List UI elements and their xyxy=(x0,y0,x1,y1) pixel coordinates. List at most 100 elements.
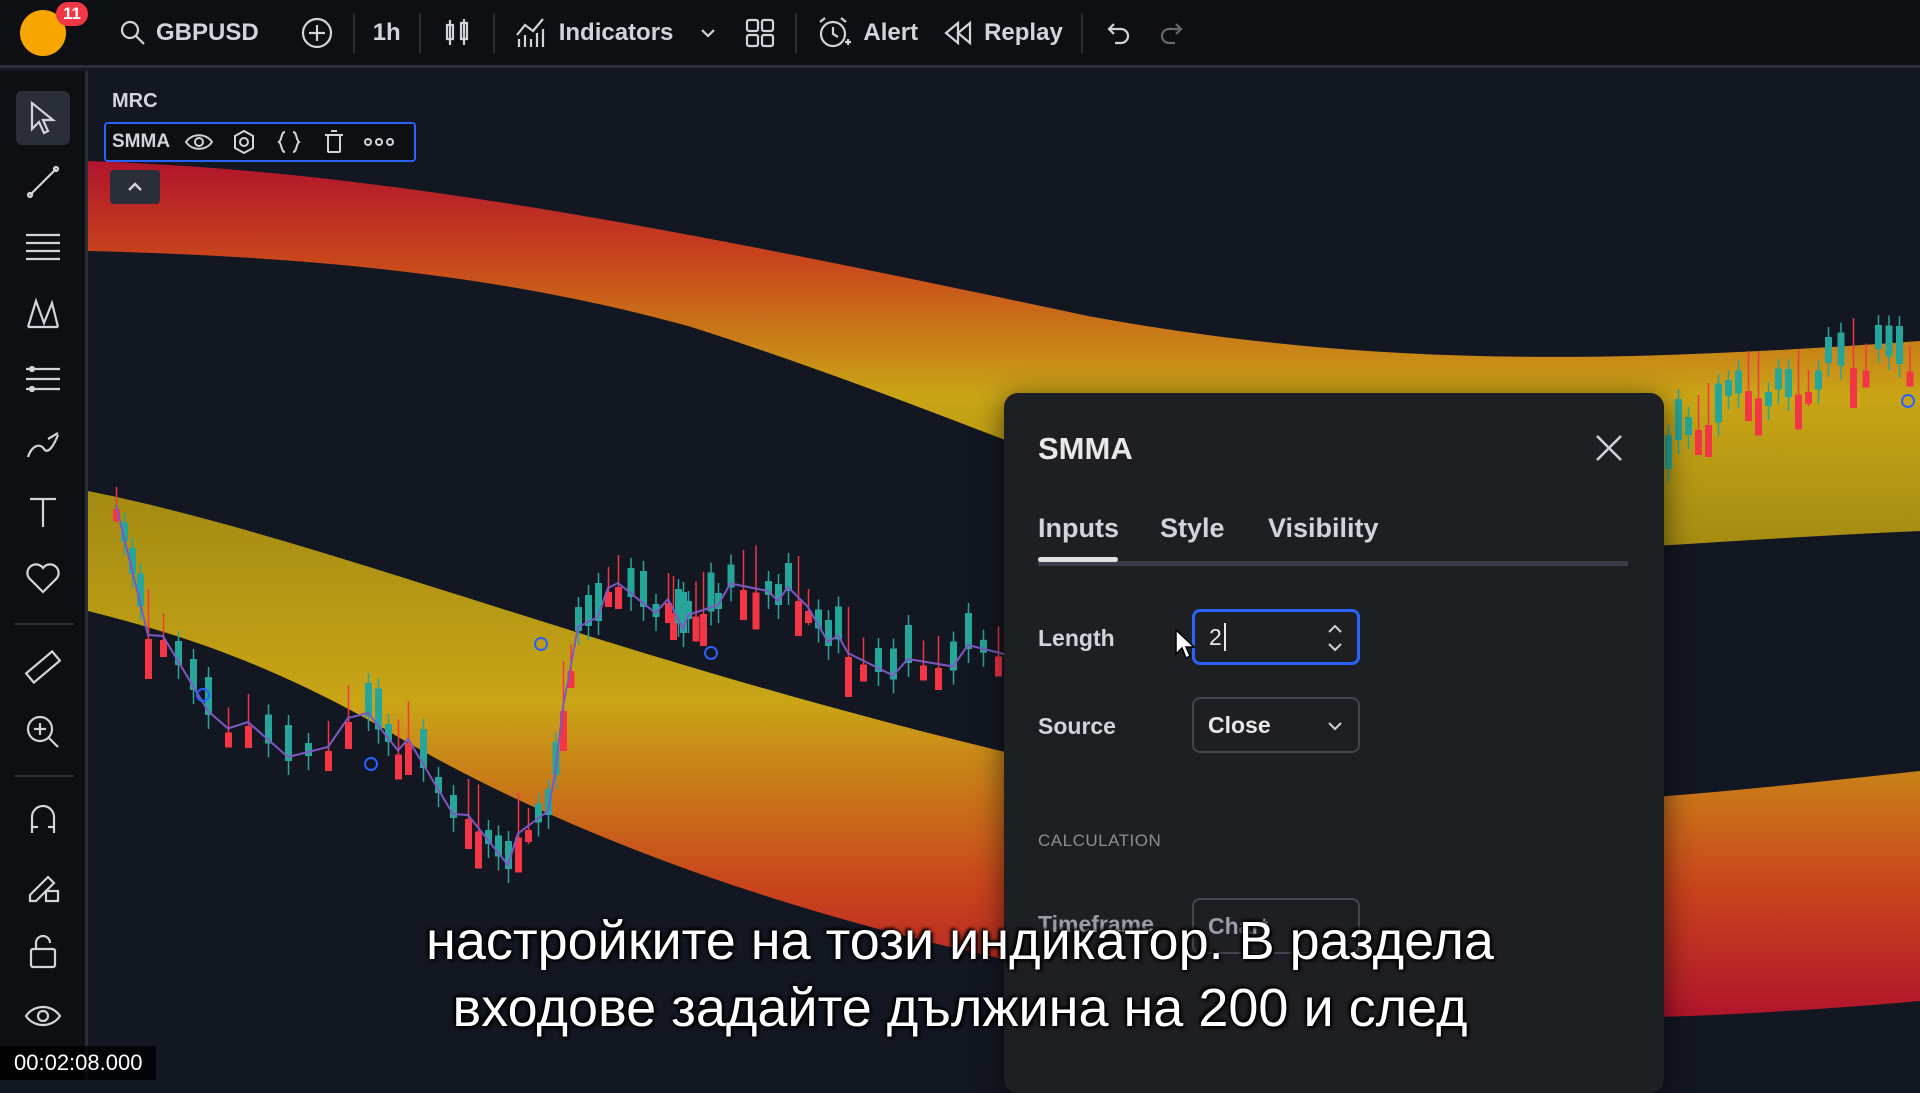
length-value: 2 xyxy=(1209,623,1222,650)
lock-drawings-tool[interactable] xyxy=(16,925,70,979)
more-options-button[interactable] xyxy=(363,127,394,157)
interval-button[interactable]: 1h xyxy=(372,18,401,46)
candle xyxy=(752,592,760,630)
candle xyxy=(685,601,692,619)
heart-icon xyxy=(26,563,60,594)
undo-button[interactable] xyxy=(1089,0,1145,67)
candle xyxy=(1725,380,1732,396)
candle xyxy=(740,590,747,620)
braces-icon xyxy=(277,131,301,153)
alert-label: Alert xyxy=(863,18,919,46)
candle xyxy=(1805,392,1812,404)
remove-indicator-button[interactable] xyxy=(318,127,349,157)
candle xyxy=(285,725,292,761)
candle xyxy=(113,509,120,521)
toolbar-divider xyxy=(14,775,74,777)
candle xyxy=(700,614,707,646)
candle xyxy=(1675,399,1682,440)
candle xyxy=(595,583,602,621)
user-avatar[interactable]: 11 xyxy=(20,1,88,56)
candle xyxy=(1695,430,1702,455)
candle xyxy=(160,640,167,657)
timeframe-label: Timeframe xyxy=(1038,911,1154,937)
candle xyxy=(715,593,722,609)
candle xyxy=(775,584,782,605)
smma-marker xyxy=(196,688,210,702)
candle xyxy=(965,613,972,649)
symbol-search-button[interactable]: GBPUSD xyxy=(106,0,271,67)
layouts-button[interactable] xyxy=(731,0,789,67)
candle xyxy=(435,777,442,793)
candlesticks xyxy=(113,315,1914,883)
trend-line-tool[interactable] xyxy=(16,155,70,209)
candle xyxy=(395,754,402,780)
indicators-button[interactable]: Indicators xyxy=(501,0,732,67)
candle xyxy=(652,604,660,617)
close-icon xyxy=(1596,435,1622,461)
candle xyxy=(265,714,272,744)
forecast-icon xyxy=(26,365,60,393)
candle xyxy=(450,795,457,818)
redo-button[interactable] xyxy=(1145,0,1201,67)
candle xyxy=(575,607,582,631)
collapse-legend-button[interactable] xyxy=(110,170,160,204)
candle xyxy=(535,803,542,823)
text-tool[interactable] xyxy=(16,485,70,539)
toolbar-divider xyxy=(1080,12,1083,53)
stepper-arrows-icon[interactable] xyxy=(1323,618,1347,658)
favorites-tool[interactable] xyxy=(16,551,70,605)
hide-drawings-tool[interactable] xyxy=(16,989,70,1043)
indicator-settings-button[interactable] xyxy=(229,127,260,157)
indicator-legend[interactable]: SMMA xyxy=(104,122,416,162)
fib-tool[interactable] xyxy=(16,221,70,275)
toolbar-divider xyxy=(418,12,421,53)
tab-style[interactable]: Style xyxy=(1160,513,1225,543)
video-timecode: 00:02:08.000 xyxy=(0,1046,157,1080)
timeframe-select[interactable]: Chart xyxy=(1192,898,1360,954)
brush-tool[interactable] xyxy=(16,419,70,473)
candle xyxy=(1850,368,1857,408)
candle xyxy=(1665,435,1672,469)
tab-inputs[interactable]: Inputs xyxy=(1038,513,1119,543)
candle xyxy=(860,664,867,682)
chevron-down-icon xyxy=(701,28,716,38)
forecasting-tool[interactable] xyxy=(16,353,70,407)
candle xyxy=(545,789,552,815)
source-select[interactable]: Close xyxy=(1192,697,1360,753)
source-code-button[interactable] xyxy=(274,127,305,157)
indicators-icon xyxy=(515,17,544,47)
toggle-visibility-button[interactable] xyxy=(184,127,215,157)
measure-tool[interactable] xyxy=(16,641,70,695)
candle xyxy=(605,592,612,607)
close-button[interactable] xyxy=(1588,427,1630,469)
length-input[interactable]: 2 xyxy=(1192,609,1360,665)
candle xyxy=(1825,337,1832,363)
gear-icon xyxy=(234,129,255,155)
text-cursor xyxy=(1223,623,1226,651)
toolbar-divider xyxy=(14,623,74,625)
candle xyxy=(980,639,987,653)
magnet-tool[interactable] xyxy=(16,793,70,847)
indicator-name: SMMA xyxy=(112,131,171,152)
candle xyxy=(1795,394,1802,430)
drawing-mode-tool[interactable] xyxy=(16,859,70,913)
candle xyxy=(385,724,392,742)
pattern-tool[interactable] xyxy=(16,287,70,341)
cursor-arrow-icon xyxy=(30,100,57,135)
candle xyxy=(692,616,700,642)
replay-button[interactable]: Replay xyxy=(930,0,1075,67)
candle xyxy=(515,837,522,873)
subtitle-line-1: настройките на този индикатор. В раздела xyxy=(426,911,1494,971)
compare-symbol-button[interactable] xyxy=(287,0,347,67)
alert-button[interactable]: Alert xyxy=(803,0,930,67)
candle xyxy=(1906,371,1914,387)
trash-icon xyxy=(324,130,343,153)
tab-visibility[interactable]: Visibility xyxy=(1268,513,1379,543)
unlock-icon xyxy=(29,934,57,969)
zoom-tool[interactable] xyxy=(16,705,70,759)
cursor-tool[interactable] xyxy=(16,91,70,145)
length-label: Length xyxy=(1038,625,1115,651)
candle xyxy=(495,835,502,857)
candle xyxy=(175,641,182,665)
chart-type-button[interactable] xyxy=(427,0,487,67)
